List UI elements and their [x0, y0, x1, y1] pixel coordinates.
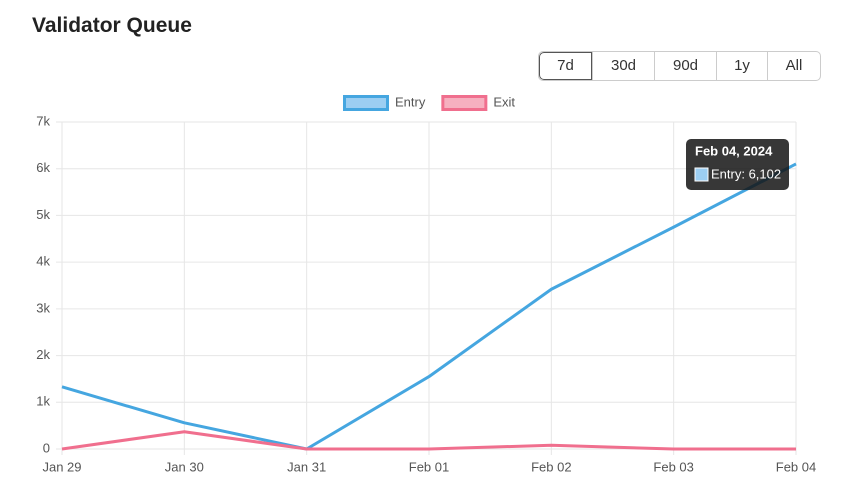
legend-swatch: [343, 95, 389, 111]
series-line: [61, 162, 797, 451]
range-button[interactable]: 30d: [592, 52, 654, 80]
x-tick-label: Feb 01: [409, 459, 449, 474]
tooltip-box: [686, 139, 789, 190]
y-tick-label: 0: [43, 440, 50, 455]
series-line: [61, 430, 796, 451]
x-tick-label: Jan 29: [42, 459, 81, 474]
page-title: Validator Queue: [32, 14, 192, 37]
x-tick-label: Jan 31: [287, 459, 326, 474]
y-tick-label: 1k: [36, 394, 50, 409]
x-tick-label: Feb 02: [531, 459, 571, 474]
range-button[interactable]: 7d: [539, 52, 592, 80]
range-button[interactable]: 90d: [654, 52, 716, 80]
tooltip-title: Feb 04, 2024: [695, 143, 773, 158]
y-tick-label: 4k: [36, 254, 50, 269]
tooltip-text: Entry: 6,102: [711, 166, 781, 181]
legend-swatch: [441, 95, 488, 111]
y-tick-label: 5k: [36, 207, 50, 222]
tooltip: Feb 04, 2024 Entry: 6,102: [686, 139, 789, 190]
y-tick-label: 2k: [36, 347, 50, 362]
y-tick-label: 7k: [36, 113, 50, 128]
y-tick-label: 3k: [36, 300, 50, 315]
y-tick-label: 6k: [36, 160, 50, 175]
range-button[interactable]: 1y: [716, 52, 767, 80]
x-tick-label: Feb 03: [653, 459, 693, 474]
legend-label: Exit: [493, 94, 515, 109]
legend-label: Entry: [395, 94, 426, 109]
x-tick-label: Feb 04: [776, 459, 816, 474]
range-selector: 7d 30d 90d 1y All: [538, 51, 821, 81]
range-button[interactable]: All: [767, 52, 820, 80]
x-tick-label: Jan 30: [165, 459, 204, 474]
tooltip-swatch: [694, 167, 709, 182]
